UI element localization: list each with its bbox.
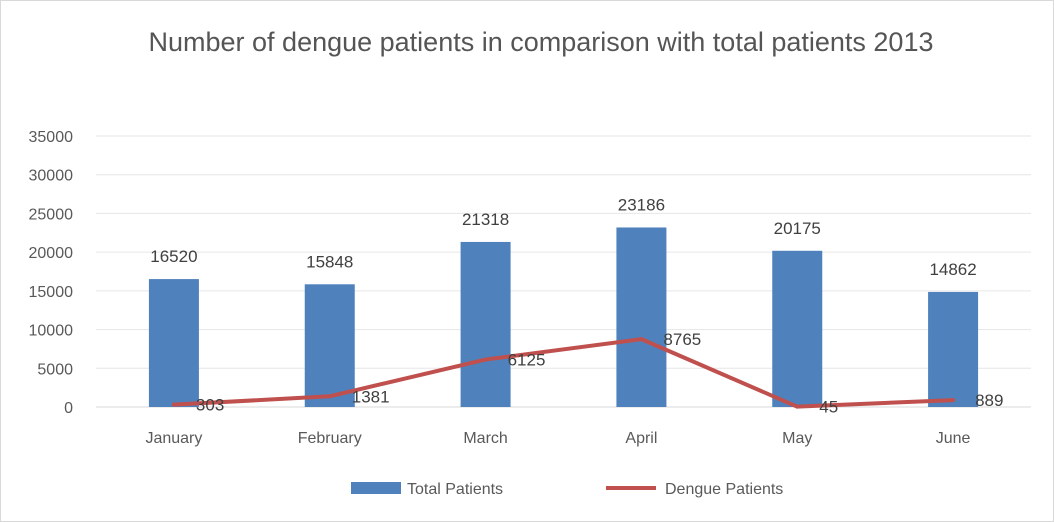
bar-june (928, 291, 979, 407)
x-axis-categories: January February March April May June (145, 430, 970, 447)
category-label-march: March (463, 430, 507, 447)
line-labels: 303 1381 6125 8765 45 889 (196, 330, 1004, 417)
bar-may (772, 250, 823, 407)
dengue-point-february (327, 394, 332, 399)
line-label-january: 303 (196, 396, 224, 415)
bars (148, 227, 979, 407)
y-tick-label-5000: 5000 (37, 361, 73, 378)
line-label-june: 889 (975, 391, 1003, 410)
category-label-april: April (625, 430, 657, 447)
dengue-point-april (639, 337, 644, 342)
line-label-may: 45 (819, 398, 838, 417)
bar-february (304, 284, 355, 407)
y-axis-ticks: 0 5000 10000 15000 20000 25000 30000 35000 (29, 129, 74, 417)
dengue-point-june (951, 398, 956, 403)
y-tick-label-0: 0 (64, 400, 73, 417)
bar-labels: 16520 15848 21318 23186 20175 14862 (150, 195, 976, 278)
bar-label-march: 21318 (462, 210, 509, 229)
dengue-point-january (171, 402, 176, 407)
bar-march (460, 241, 511, 407)
y-tick-label-15000: 15000 (29, 284, 74, 301)
category-label-may: May (782, 430, 812, 447)
legend: Total Patients Dengue Patients (351, 481, 783, 498)
dengue-point-may (795, 404, 800, 409)
bar-label-february: 15848 (306, 252, 353, 271)
y-tick-label-25000: 25000 (29, 206, 74, 223)
y-tick-label-30000: 30000 (29, 168, 74, 185)
legend-total-patients-swatch (351, 482, 401, 494)
line-label-february: 1381 (352, 387, 390, 406)
dengue-line (171, 337, 956, 409)
bar-label-june: 14862 (929, 260, 976, 279)
line-label-march: 6125 (508, 351, 546, 370)
gridlines (96, 135, 1031, 408)
dengue-point-march (483, 357, 488, 362)
y-tick-label-35000: 35000 (29, 129, 74, 146)
legend-dengue-patients-label: Dengue Patients (665, 481, 783, 498)
y-tick-label-20000: 20000 (29, 245, 74, 262)
category-label-february: February (298, 430, 362, 447)
line-label-april: 8765 (663, 330, 701, 349)
chart-title: Number of dengue patients in comparison … (149, 27, 934, 57)
bar-label-january: 16520 (150, 247, 197, 266)
legend-total-patients-label: Total Patients (407, 481, 503, 498)
category-label-january: January (145, 430, 202, 447)
category-label-june: June (936, 430, 971, 447)
bar-label-may: 20175 (774, 219, 821, 238)
y-tick-label-10000: 10000 (29, 323, 74, 340)
bar-april (616, 227, 667, 407)
dengue-patients-line (171, 337, 956, 409)
bar-label-april: 23186 (618, 195, 665, 214)
bar-january (148, 279, 199, 407)
